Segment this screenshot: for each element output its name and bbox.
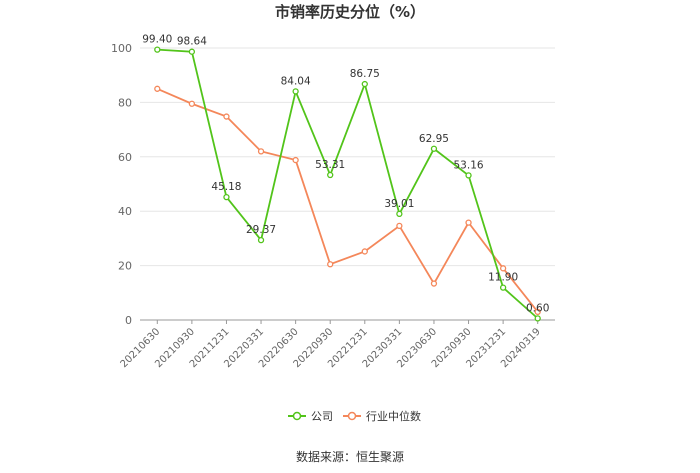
data-point[interactable] xyxy=(223,193,230,201)
data-point[interactable] xyxy=(188,100,196,107)
data-label: 39.01 xyxy=(384,198,414,210)
data-point[interactable] xyxy=(292,88,299,95)
y-tick-label: 80 xyxy=(118,96,132,109)
data-point[interactable] xyxy=(396,210,403,218)
data-point[interactable] xyxy=(154,46,161,53)
legend-item[interactable]: 公司 xyxy=(288,410,333,423)
legend-marker xyxy=(347,411,357,421)
y-tick-label: 100 xyxy=(111,42,132,55)
y-tick-label: 40 xyxy=(118,205,132,218)
data-label: 53.16 xyxy=(454,159,484,171)
data-label: 0.60 xyxy=(526,302,549,314)
data-point[interactable] xyxy=(361,80,368,88)
data-point[interactable] xyxy=(257,148,265,155)
legend-marker xyxy=(292,411,302,421)
source-text: 数据来源：恒生聚源 xyxy=(296,449,404,464)
data-label: 98.64 xyxy=(177,36,207,48)
data-point[interactable] xyxy=(430,280,438,287)
data-label: 11.90 xyxy=(488,272,518,284)
series-group xyxy=(154,46,541,322)
data-point[interactable] xyxy=(327,171,334,179)
y-tick-label: 0 xyxy=(125,314,132,327)
data-point[interactable] xyxy=(430,145,438,152)
data-point[interactable] xyxy=(292,156,299,164)
data-label: 86.75 xyxy=(350,68,380,80)
data-label: 53.31 xyxy=(315,159,345,171)
data-point[interactable] xyxy=(534,315,541,322)
series-line xyxy=(156,87,539,313)
x-axis: 2021063020210930202112312022033120220630… xyxy=(119,319,555,370)
data-point[interactable] xyxy=(534,308,541,315)
legend-label: 公司 xyxy=(311,410,333,423)
y-tick-label: 60 xyxy=(118,151,132,164)
data-point[interactable] xyxy=(465,172,472,179)
grid xyxy=(140,47,555,267)
data-labels: 99.40 98.64 45.18 29.37 84.04 53.31 86.75 39.01… xyxy=(142,34,549,315)
data-label: 84.04 xyxy=(281,75,311,87)
data-label: 45.18 xyxy=(211,181,241,193)
series-line xyxy=(157,48,539,320)
data-label: 29.37 xyxy=(246,224,276,236)
y-axis: 0 20 40 60 80 100 xyxy=(111,42,132,327)
data-point[interactable] xyxy=(223,113,230,120)
data-point[interactable] xyxy=(499,284,507,291)
data-point[interactable] xyxy=(361,248,368,255)
data-label: 99.40 xyxy=(142,34,172,46)
data-point[interactable] xyxy=(188,48,196,55)
data-point[interactable] xyxy=(154,85,161,92)
legend-label: 行业中位数 xyxy=(366,409,421,423)
legend[interactable]: 公司 行业中位数 xyxy=(288,409,421,423)
chart-title: 市销率历史分位（%） xyxy=(275,3,425,21)
data-point[interactable] xyxy=(327,261,334,268)
data-point[interactable] xyxy=(465,219,472,226)
data-label: 62.95 xyxy=(419,133,449,145)
y-tick-label: 20 xyxy=(118,260,132,273)
data-point[interactable] xyxy=(257,236,265,244)
data-point[interactable] xyxy=(499,265,507,272)
data-point[interactable] xyxy=(396,222,403,230)
legend-item[interactable]: 行业中位数 xyxy=(343,409,421,423)
